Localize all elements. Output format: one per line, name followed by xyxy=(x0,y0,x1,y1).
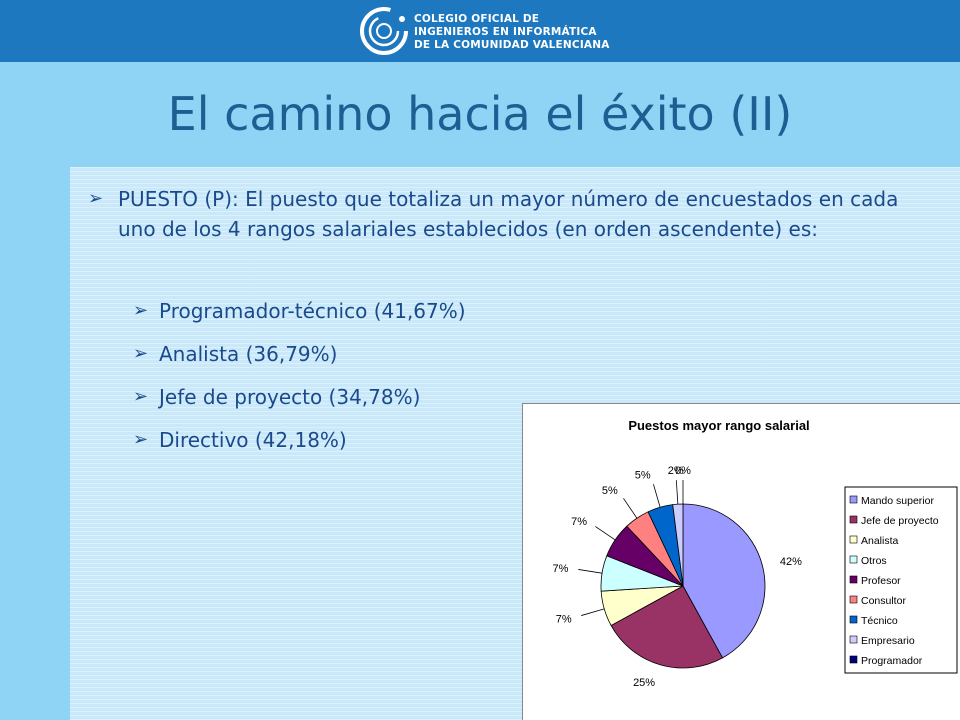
legend-label: Otros xyxy=(861,555,887,567)
legend-label: Técnico xyxy=(861,615,898,627)
legend-swatch xyxy=(849,515,858,524)
college-logo-icon xyxy=(360,7,408,55)
slice-label: 2% xyxy=(668,465,684,477)
legend-label: Jefe de proyecto xyxy=(861,515,939,527)
pie-chart-box: Puestos mayor rango salarial 42% 25% 7% 7% 7%… xyxy=(522,403,960,720)
pie-slice xyxy=(682,503,766,659)
legend-label: Empresario xyxy=(861,635,915,647)
pie-chart: Puestos mayor rango salarial 42% 25% 7% 7% 7%… xyxy=(553,418,958,689)
legend-swatch xyxy=(849,655,858,664)
legend-label: Programador xyxy=(861,655,923,667)
legend-swatch xyxy=(849,575,858,584)
leader-line xyxy=(578,569,603,574)
bullet-arrow-icon: ➢ xyxy=(133,343,149,364)
pie-slice xyxy=(610,585,724,669)
legend-swatch xyxy=(849,615,858,624)
bullet-arrow-icon: ➢ xyxy=(88,188,104,209)
chart-title: Puestos mayor rango salarial xyxy=(628,418,809,433)
legend-swatch xyxy=(849,595,858,604)
slide-title: El camino hacia el éxito (II) xyxy=(167,87,793,141)
leader-line xyxy=(623,498,638,519)
organization-name: COLEGIO OFICIAL DE INGENIEROS EN INFORMÁ… xyxy=(414,13,610,52)
org-name-line3: DE LA COMUNIDAD VALENCIANA xyxy=(414,39,610,51)
slice-label: 7% xyxy=(556,613,572,625)
bullet-arrow-icon: ➢ xyxy=(133,300,149,321)
bullet-arrow-icon: ➢ xyxy=(133,386,149,407)
org-name-line1: COLEGIO OFICIAL DE xyxy=(414,13,540,25)
org-name-line2: INGENIEROS EN INFORMÁTICA xyxy=(414,26,597,38)
legend-label: Profesor xyxy=(861,575,901,587)
main-bullet: ➢ PUESTO (P): El puesto que totaliza un … xyxy=(88,184,938,244)
leader-line xyxy=(581,608,605,616)
leader-line xyxy=(653,484,661,508)
slice-label: 7% xyxy=(571,516,587,528)
slice-label: 25% xyxy=(633,677,655,689)
sub-bullet-text: Directivo (42,18%) xyxy=(159,428,347,452)
legend-swatch xyxy=(849,555,858,564)
legend-swatch xyxy=(849,495,858,504)
slice-label: 42% xyxy=(780,556,802,568)
slice-label: 5% xyxy=(602,485,618,497)
slice-label: 7% xyxy=(553,563,569,575)
bullet-arrow-icon: ➢ xyxy=(133,429,149,450)
legend-label: Mando superior xyxy=(861,495,934,507)
header-bar: COLEGIO OFICIAL DE INGENIEROS EN INFORMÁ… xyxy=(0,0,960,62)
sub-bullet-text: Programador-técnico (41,67%) xyxy=(159,299,466,323)
legend-swatch xyxy=(849,635,858,644)
legend-label: Consultor xyxy=(861,595,906,607)
legend-label: Analista xyxy=(861,535,899,547)
slice-label: 5% xyxy=(635,470,651,482)
sub-bullet-text: Jefe de proyecto (34,78%) xyxy=(159,385,421,409)
sub-bullet-text: Analista (36,79%) xyxy=(159,342,338,366)
main-bullet-text: PUESTO (P): El puesto que totaliza un ma… xyxy=(118,187,899,241)
leader-line xyxy=(675,480,679,505)
leader-line xyxy=(595,526,616,541)
legend-swatch xyxy=(849,535,858,544)
slice-label: 0% xyxy=(675,465,691,477)
legend-box xyxy=(844,486,958,674)
